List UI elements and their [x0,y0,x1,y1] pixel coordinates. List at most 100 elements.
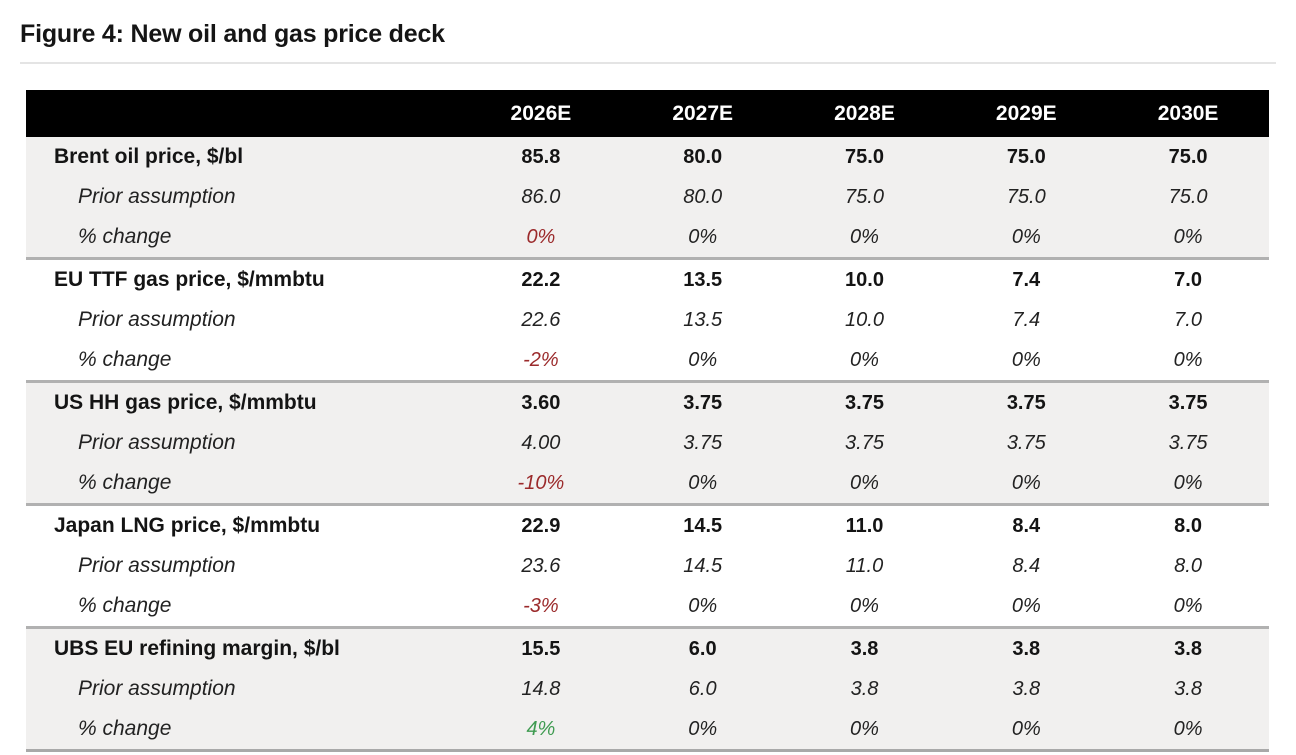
row-label-pct-change: % change [78,594,172,617]
price-block: Brent oil price, $/bl 85.8 80.0 75.0 75.0 75… [26,137,1269,257]
pct-change-cell: 0% [1173,717,1203,740]
column-header-2028e: 2028E [834,101,895,125]
table-row-prior: Prior assumption 23.6 14.5 11.0 8.4 8.0 [26,546,1269,586]
prior-value-cell: 8.0 [1174,554,1202,577]
current-value-cell: 8.4 [1012,514,1041,537]
prior-value-cell: 13.5 [683,308,723,331]
row-label: Brent oil price, $/bl [54,145,244,168]
current-value-cell: 7.4 [1012,268,1041,291]
table-row-prior: Prior assumption 86.0 80.0 75.0 75.0 75.0 [26,177,1269,217]
pct-change-cell: 0% [688,225,718,248]
prior-value-cell: 75.0 [1168,185,1208,208]
current-value-cell: 3.75 [1168,391,1208,414]
prior-value-cell: 11.0 [845,554,884,577]
pct-change-cell: 0% [1011,717,1041,740]
row-label-prior: Prior assumption [78,185,236,208]
prior-value-cell: 7.0 [1174,308,1202,331]
table-row-pct-change: % change 0% 0% 0% 0% 0% [26,217,1269,257]
price-block: Japan LNG price, $/mmbtu 22.9 14.5 11.0 8.4… [26,503,1269,626]
pct-change-cell: 0% [1173,348,1203,371]
prior-value-cell: 23.6 [521,554,561,577]
pct-change-cell: 0% [688,348,718,371]
prior-value-cell: 3.75 [845,431,884,454]
current-value-cell: 75.0 [1006,145,1046,168]
column-header-2030e: 2030E [1157,101,1219,125]
current-value-cell: 85.8 [521,145,561,168]
current-value-cell: 3.8 [850,637,879,660]
pct-change-cell: 0% [526,225,556,248]
pct-change-cell: 0% [1173,225,1203,248]
price-deck-table: 2026E 2027E 2028E 2029E 2030E Brent oil … [26,90,1269,752]
prior-value-cell: 14.8 [521,677,561,700]
table-row-current: UBS EU refining margin, $/bl 15.5 6.0 3.8 3… [26,629,1269,669]
pct-change-cell: 0% [1173,471,1203,494]
pct-change-cell: 0% [850,594,879,617]
pct-change-cell: 0% [1011,348,1041,371]
pct-change-cell: 4% [526,717,556,740]
prior-value-cell: 3.75 [1168,431,1208,454]
table-row-prior: Prior assumption 14.8 6.0 3.8 3.8 3.8 [26,669,1269,709]
column-header-2026e: 2026E [510,101,572,125]
row-label-prior: Prior assumption [78,554,236,577]
row-label-prior: Prior assumption [78,677,236,700]
prior-value-cell: 86.0 [521,185,561,208]
row-label-pct-change: % change [78,717,172,740]
current-value-cell: 22.2 [521,268,561,291]
prior-value-cell: 75.0 [1006,185,1046,208]
price-block: UBS EU refining margin, $/bl 15.5 6.0 3.8 3… [26,626,1269,749]
current-value-cell: 75.0 [845,145,884,168]
row-label: EU TTF gas price, $/mmbtu [54,268,325,291]
row-label-pct-change: % change [78,348,172,371]
current-value-cell: 3.8 [1174,637,1202,660]
prior-value-cell: 3.8 [1174,677,1202,700]
pct-change-cell: 0% [850,348,879,371]
pct-change-cell: 0% [688,717,718,740]
current-value-cell: 8.0 [1174,514,1202,537]
pct-change-cell: -10% [517,471,565,494]
pct-change-cell: 0% [1173,594,1203,617]
table-row-pct-change: % change -2% 0% 0% 0% 0% [26,340,1269,380]
prior-value-cell: 3.8 [850,677,879,700]
title-divider [20,62,1276,64]
table-row-pct-change: % change 4% 0% 0% 0% 0% [26,709,1269,749]
pct-change-cell: 0% [1011,471,1041,494]
prior-value-cell: 80.0 [683,185,723,208]
prior-value-cell: 3.75 [1006,431,1046,454]
prior-value-cell: 6.0 [688,677,717,700]
table-row-current: EU TTF gas price, $/mmbtu 22.2 13.5 10.0 7.… [26,260,1269,300]
row-label: UBS EU refining margin, $/bl [54,637,340,660]
current-value-cell: 10.0 [845,268,884,291]
column-header-2027e: 2027E [672,101,734,125]
current-value-cell: 6.0 [688,637,717,660]
pct-change-cell: 0% [688,594,718,617]
current-value-cell: 75.0 [1168,145,1208,168]
prior-value-cell: 8.4 [1012,554,1041,577]
table-body: Brent oil price, $/bl 85.8 80.0 75.0 75.0 75… [26,137,1269,752]
price-block: EU TTF gas price, $/mmbtu 22.2 13.5 10.0 7.… [26,257,1269,380]
table-header-row: 2026E 2027E 2028E 2029E 2030E [26,90,1269,137]
pct-change-cell: -3% [523,594,559,617]
table-row-current: Brent oil price, $/bl 85.8 80.0 75.0 75.0 75… [26,137,1269,177]
prior-value-cell: 14.5 [683,554,723,577]
prior-value-cell: 10.0 [845,308,884,331]
current-value-cell: 3.75 [683,391,723,414]
row-label-prior: Prior assumption [78,308,236,331]
table-row-current: US HH gas price, $/mmbtu 3.60 3.75 3.75 3.7… [26,383,1269,423]
table-row-prior: Prior assumption 4.00 3.75 3.75 3.75 3.75 [26,423,1269,463]
current-value-cell: 3.60 [521,391,561,414]
current-value-cell: 15.5 [521,637,561,660]
current-value-cell: 3.75 [845,391,884,414]
prior-value-cell: 3.8 [1012,677,1041,700]
current-value-cell: 3.75 [1006,391,1046,414]
row-label-pct-change: % change [78,225,172,248]
row-label-pct-change: % change [78,471,172,494]
prior-value-cell: 4.00 [521,431,561,454]
current-value-cell: 7.0 [1174,268,1202,291]
row-label: Japan LNG price, $/mmbtu [54,514,321,537]
current-value-cell: 22.9 [521,514,561,537]
pct-change-cell: 0% [688,471,718,494]
prior-value-cell: 75.0 [845,185,884,208]
current-value-cell: 11.0 [845,514,884,537]
figure-title: Figure 4: New oil and gas price deck [20,20,445,48]
